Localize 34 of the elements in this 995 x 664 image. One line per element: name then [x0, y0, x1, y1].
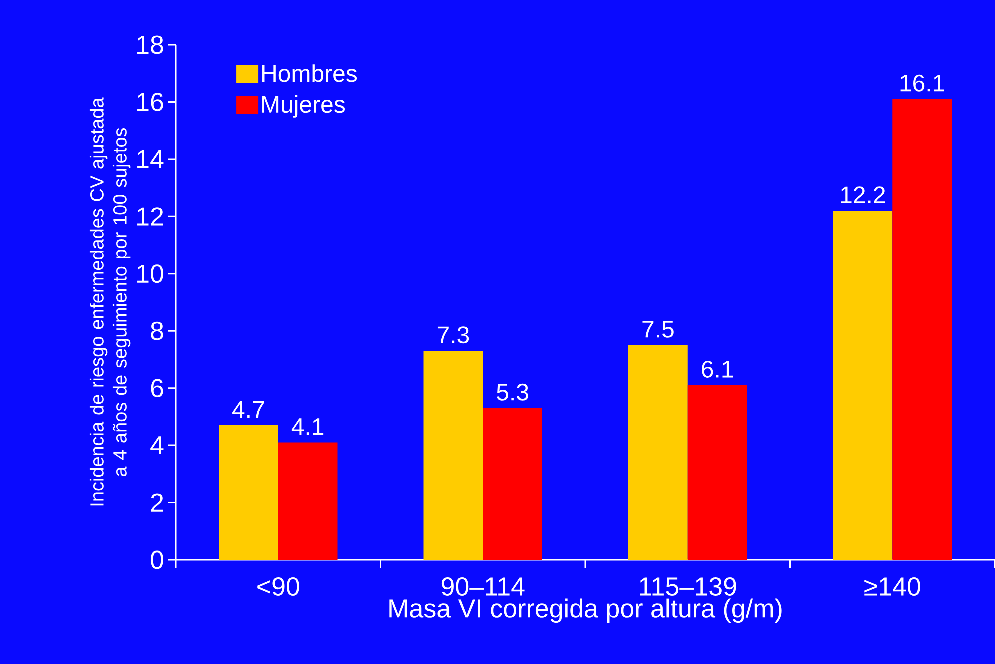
data-label: 5.3 [497, 384, 528, 401]
bar [688, 385, 748, 560]
bar [278, 442, 338, 560]
y-tick-label: 4 [150, 436, 164, 454]
bar [628, 345, 688, 560]
y-axis-title: Incidencia de riesgo enfermedades CV ajustada a 4 años de seguimiento por 100 sujetos [90, 98, 131, 506]
data-label: 4.7 [232, 401, 264, 418]
y-tick-label: 2 [151, 494, 164, 512]
data-label: 12.2 [841, 186, 886, 204]
bar [833, 210, 893, 560]
x-tick-label: 115–139 [640, 578, 736, 596]
data-label: 4.1 [292, 418, 324, 436]
data-label: 6.1 [702, 360, 734, 378]
x-tick-label: <90 [258, 578, 300, 596]
y-tick-label: 18 [138, 36, 164, 54]
x-tick-label: ≥140 [864, 578, 920, 596]
bar [892, 99, 952, 560]
y-tick-label: 8 [151, 322, 164, 340]
y-tick-label: 14 [138, 150, 164, 168]
legend-label: Hombres [262, 64, 358, 82]
data-label: 7.5 [642, 321, 674, 338]
y-tick-label: 0 [151, 550, 164, 570]
x-tick-label: 90–114 [442, 578, 525, 596]
data-label: 16.1 [900, 74, 944, 92]
y-tick-label: 10 [138, 264, 164, 284]
y-tick-label: 12 [138, 208, 164, 226]
legend-label: Mujeres [262, 96, 346, 118]
x-axis-title: Masa VI corregida por altura (g/m) [390, 598, 782, 624]
y-tick-label: 16 [138, 93, 164, 112]
bar [483, 408, 543, 560]
bar [219, 426, 278, 560]
y-tick-label: 6 [151, 379, 164, 398]
bar [424, 351, 484, 560]
data-label: 7.3 [438, 326, 470, 344]
